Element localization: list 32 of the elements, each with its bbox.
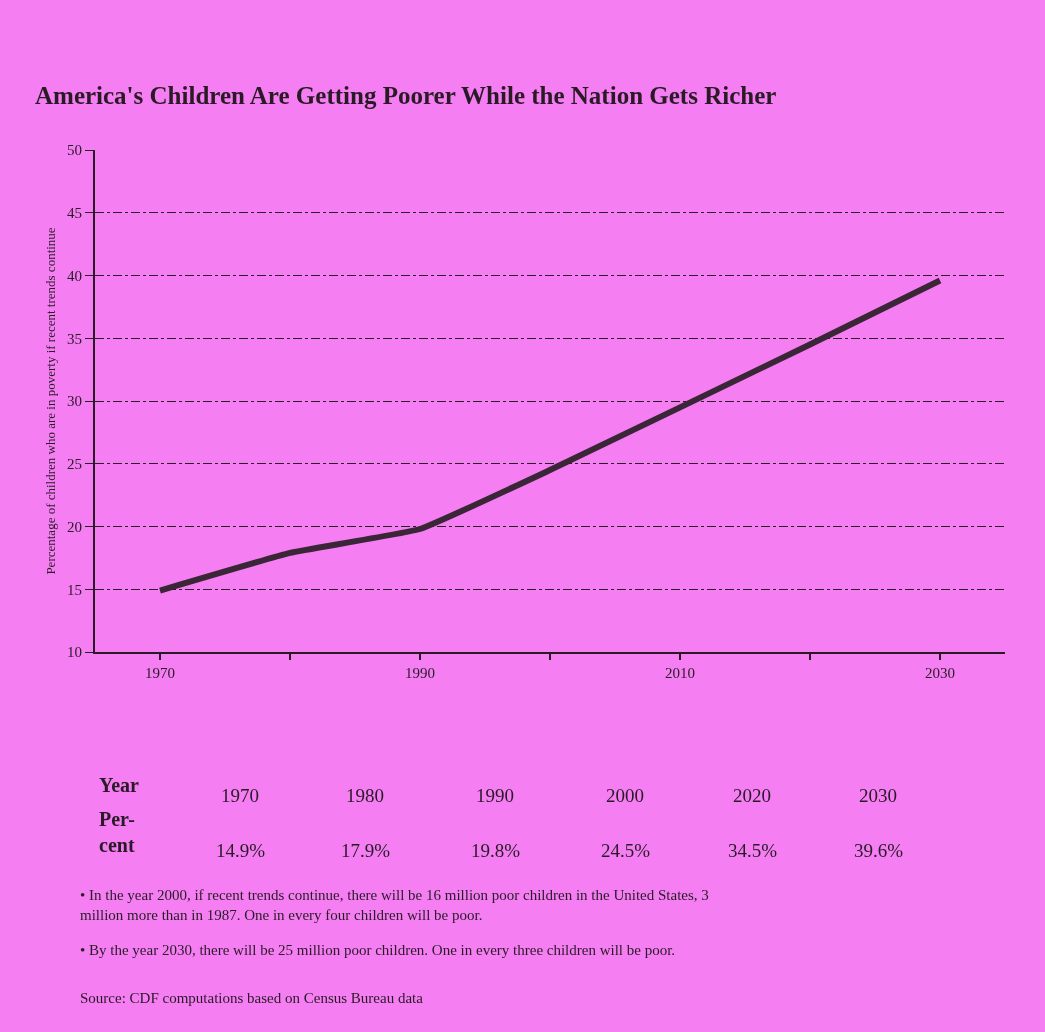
y-tick-label: 25 (67, 456, 82, 472)
text: 2000 (606, 785, 644, 806)
text: 2020 (733, 785, 771, 806)
text: 34.5% (728, 840, 778, 861)
y-tick-label: 20 (67, 518, 82, 535)
text: Per-cent (99, 808, 135, 856)
text: 14.9% (216, 840, 266, 861)
y-tick-label: 50 (67, 142, 82, 159)
text: 1990 (476, 785, 514, 806)
text: Year (99, 774, 140, 796)
x-tick-label: 2030 (925, 665, 955, 681)
y-tick-label: 45 (67, 205, 82, 221)
y-tick-label: 15 (67, 581, 82, 598)
y-tick-label: 35 (67, 330, 82, 347)
text: 17.9% (341, 840, 391, 861)
x-tick-label: 2010 (665, 665, 695, 681)
text: • By the year 2030, there will be 25 million poor children. One in every three children will be poor. (80, 942, 676, 958)
chart-title: America's Children Are Getting Poorer While the Nation Gets Richer (35, 81, 777, 109)
text: 1980 (346, 785, 384, 806)
text: • In the year 2000, if recent trends continue, there will be 16 million poor children in the United States, 3 million more than in 1987. One in every four children will be poor. (80, 887, 709, 923)
source-note: Source: CDF computations based on Census Bureau data (80, 990, 424, 1006)
x-tick-label: 1990 (405, 665, 435, 681)
y-axis-title: Percentage of children who are in poverty if recent trends continue (43, 227, 59, 575)
text: 24.5% (601, 840, 651, 861)
y-tick-label: 40 (67, 267, 82, 284)
text: 39.6% (854, 840, 904, 861)
y-tick-label: 30 (67, 393, 82, 410)
x-tick-label: 1970 (145, 665, 175, 681)
text: 19.8% (471, 840, 521, 861)
y-tick-label: 10 (67, 644, 82, 661)
text: 1970 (221, 785, 259, 806)
text: 2030 (859, 785, 897, 806)
